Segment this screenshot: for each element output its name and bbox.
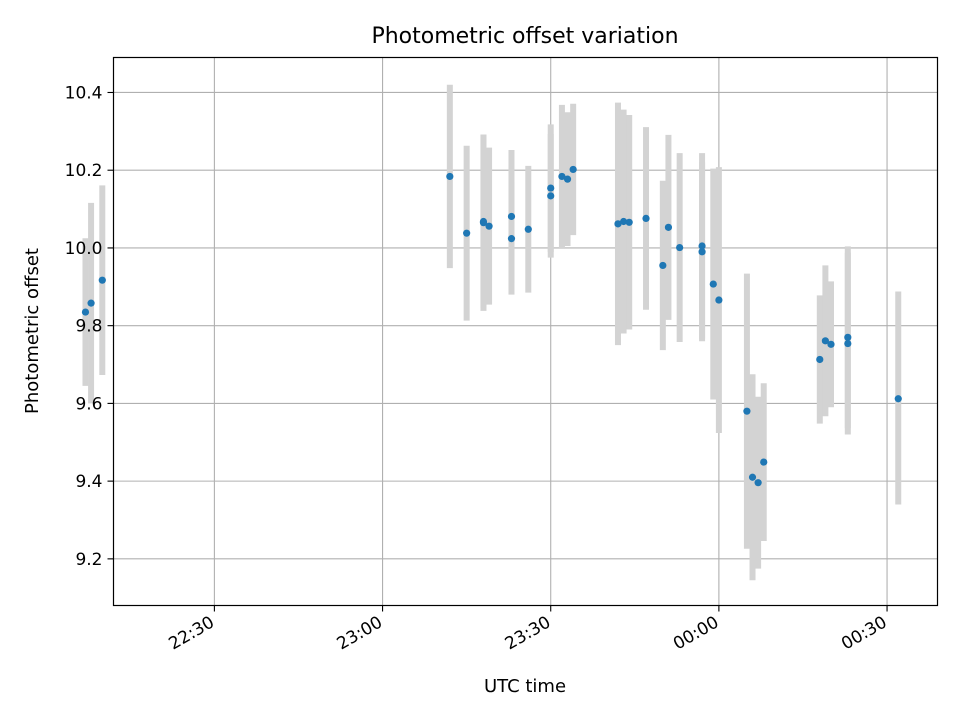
data-point xyxy=(698,242,706,250)
data-point xyxy=(659,261,667,270)
data-point xyxy=(507,235,516,243)
data-point xyxy=(625,218,633,226)
y-tick-label: 9.8 xyxy=(75,317,102,337)
data-point xyxy=(844,333,852,341)
data-point xyxy=(642,214,650,223)
data-point xyxy=(479,217,488,226)
data-point xyxy=(827,340,835,348)
data-point xyxy=(507,212,516,221)
data-point xyxy=(87,299,95,307)
data-point xyxy=(463,229,471,237)
data-point xyxy=(547,192,555,200)
chart-title: Photometric offset variation xyxy=(371,24,678,49)
data-point xyxy=(81,308,90,316)
data-point xyxy=(664,223,673,231)
data-point xyxy=(485,222,493,230)
data-point xyxy=(547,184,555,192)
y-tick-label: 10.4 xyxy=(65,83,103,103)
data-point xyxy=(569,165,577,174)
data-point xyxy=(709,280,717,288)
y-tick-label: 9.4 xyxy=(75,472,102,492)
x-axis-label: UTC time xyxy=(484,676,566,697)
data-point xyxy=(446,172,454,181)
data-point xyxy=(821,337,829,345)
y-tick-label: 10.2 xyxy=(65,161,103,181)
y-tick-label: 9.2 xyxy=(75,550,102,570)
data-point xyxy=(844,339,852,348)
data-point xyxy=(98,276,106,284)
data-point xyxy=(816,355,824,364)
data-point xyxy=(760,458,768,466)
data-point xyxy=(748,473,757,481)
data-point xyxy=(894,395,902,403)
data-point xyxy=(619,217,628,226)
data-point xyxy=(563,175,572,183)
y-tick-label: 9.6 xyxy=(75,394,102,414)
data-point xyxy=(614,220,622,228)
data-points xyxy=(81,165,902,487)
data-point xyxy=(676,243,684,252)
y-axis-label: Photometric offset xyxy=(22,248,43,414)
data-point xyxy=(754,479,762,487)
data-point xyxy=(558,172,566,181)
data-point xyxy=(743,407,751,415)
data-point xyxy=(698,248,706,256)
y-tick-label: 10.0 xyxy=(65,239,103,259)
plot-area-frame xyxy=(112,56,939,607)
data-point xyxy=(524,225,532,233)
y-axis-ticks: 9.2 9.4 9.6 9.8 10.0 10.2 10.4 xyxy=(65,83,114,570)
data-point xyxy=(715,296,723,304)
